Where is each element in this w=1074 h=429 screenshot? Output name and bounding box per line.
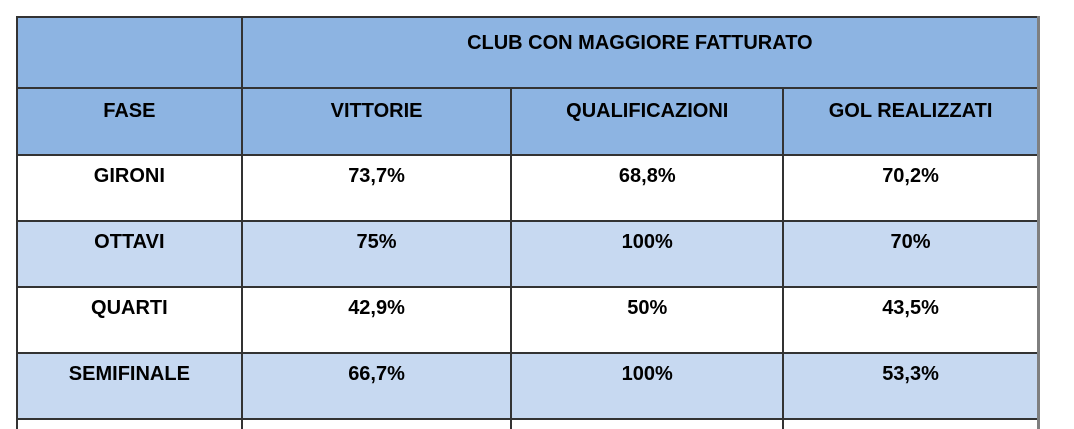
phase-label: GIRONI: [16, 154, 243, 222]
corner-cell: [16, 16, 243, 89]
gol-realizzati-value: 43,5%: [782, 286, 1040, 354]
vittorie-value: 73,7%: [240, 154, 513, 222]
column-header-fase: FASE: [16, 87, 243, 156]
table-row-quarti: QUARTI 42,9% 50% 43,5%: [16, 286, 1040, 354]
qualificazioni-value: 100%: [510, 418, 785, 429]
phase-label: OTTAVI: [16, 220, 243, 288]
table-row-gironi: GIRONI 73,7% 68,8% 70,2%: [16, 154, 1040, 222]
table-row-ottavi: OTTAVI 75% 100% 70%: [16, 220, 1040, 288]
phase-label: SEMIFINALE: [16, 352, 243, 420]
club-fatturato-table: CLUB CON MAGGIORE FATTURATO FASE VITTORI…: [16, 16, 1040, 429]
vittorie-value: 42,9%: [240, 286, 513, 354]
vittorie-value: 66,7%: [240, 352, 513, 420]
vittorie-value: 75%: [240, 220, 513, 288]
group-title: CLUB CON MAGGIORE FATTURATO: [240, 16, 1040, 89]
column-header-qualificazioni: QUALIFICAZIONI: [510, 87, 785, 156]
gol-realizzati-value: 53,3%: [782, 352, 1040, 420]
column-header-vittorie: VITTORIE: [240, 87, 513, 156]
gol-realizzati-value: 75%: [782, 418, 1040, 429]
qualificazioni-value: 100%: [510, 220, 785, 288]
column-header-row: FASE VITTORIE QUALIFICAZIONI GOL REALIZZ…: [16, 87, 1040, 156]
qualificazioni-value: 68,8%: [510, 154, 785, 222]
group-header-row: CLUB CON MAGGIORE FATTURATO: [16, 16, 1040, 89]
gol-realizzati-value: 70%: [782, 220, 1040, 288]
qualificazioni-value: 100%: [510, 352, 785, 420]
table-row-finale: FINALE 100% 100% 75%: [16, 418, 1040, 429]
phase-label: FINALE: [16, 418, 243, 429]
gol-realizzati-value: 70,2%: [782, 154, 1040, 222]
phase-label: QUARTI: [16, 286, 243, 354]
table-row-semifinale: SEMIFINALE 66,7% 100% 53,3%: [16, 352, 1040, 420]
vittorie-value: 100%: [240, 418, 513, 429]
qualificazioni-value: 50%: [510, 286, 785, 354]
column-header-gol-realizzati: GOL REALIZZATI: [782, 87, 1040, 156]
